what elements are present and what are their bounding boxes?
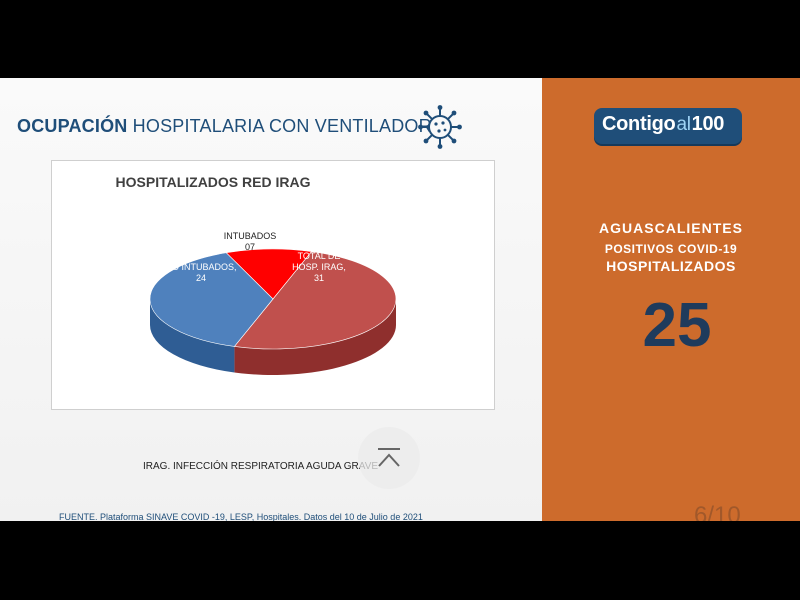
slide: OCUPACIÓN HOSPITALARIA CON VENTILADOR bbox=[0, 78, 800, 521]
logo-al: al bbox=[676, 114, 691, 135]
logo-num: 100 bbox=[691, 113, 725, 135]
scroll-to-top-button[interactable] bbox=[358, 427, 420, 489]
logo-word: Contigo bbox=[602, 113, 676, 135]
chart-title: HOSPITALIZADOS RED IRAG bbox=[116, 174, 311, 190]
logo-background bbox=[594, 108, 742, 144]
chart-container: HOSPITALIZADOS RED IRAG TOTAL DE HOSP. IRA… bbox=[51, 160, 495, 410]
contigo-al-100-logo: Contigoal100 bbox=[594, 108, 744, 148]
title-rest: HOSPITALARIA CON VENTILADOR bbox=[127, 116, 432, 136]
region-name: AGUASCALIENTES bbox=[599, 220, 743, 236]
virus-icon bbox=[418, 105, 462, 149]
pie-slice-side bbox=[234, 299, 396, 375]
pie-slice-side bbox=[150, 299, 235, 373]
scroll-up-icon bbox=[378, 448, 400, 467]
title-bold: OCUPACIÓN bbox=[17, 116, 128, 136]
slide-content-area: OCUPACIÓN HOSPITALARIA CON VENTILADOR bbox=[0, 78, 542, 521]
pie-slice bbox=[225, 248, 313, 300]
pie-slice bbox=[149, 252, 274, 347]
footnote: IRAG. INFECCIÓN RESPIRATORIA AGUDA GRAVE bbox=[143, 461, 379, 472]
stat-label-1: POSITIVOS COVID-19 bbox=[604, 242, 738, 256]
pie-slice-label: TOTAL DE HOSP. IRAG, 31 bbox=[292, 251, 346, 283]
hospitalized-count: 25 bbox=[642, 291, 712, 360]
pie-slice-label: NO INTUBADOS, 24 bbox=[165, 262, 236, 283]
pie-chart: HOSPITALIZADOS RED IRAG TOTAL DE HOSP. IRA… bbox=[116, 174, 397, 375]
pie-slice-label: INTUBADOS 07 bbox=[224, 231, 277, 252]
slide-title: OCUPACIÓN HOSPITALARIA CON VENTILADOR bbox=[17, 116, 432, 137]
page-number: 6/10 bbox=[694, 502, 741, 521]
stat-label-2: HOSPITALIZADOS bbox=[606, 258, 736, 274]
source-text: FUENTE. Plataforma SINAVE COVID -19, LES… bbox=[59, 512, 423, 521]
pie-slice bbox=[233, 251, 397, 350]
logo-text: Contigoal100 bbox=[602, 113, 724, 136]
side-panel: Contigoal100 AGUASCALIENTES POSITIVOS CO… bbox=[542, 78, 800, 521]
